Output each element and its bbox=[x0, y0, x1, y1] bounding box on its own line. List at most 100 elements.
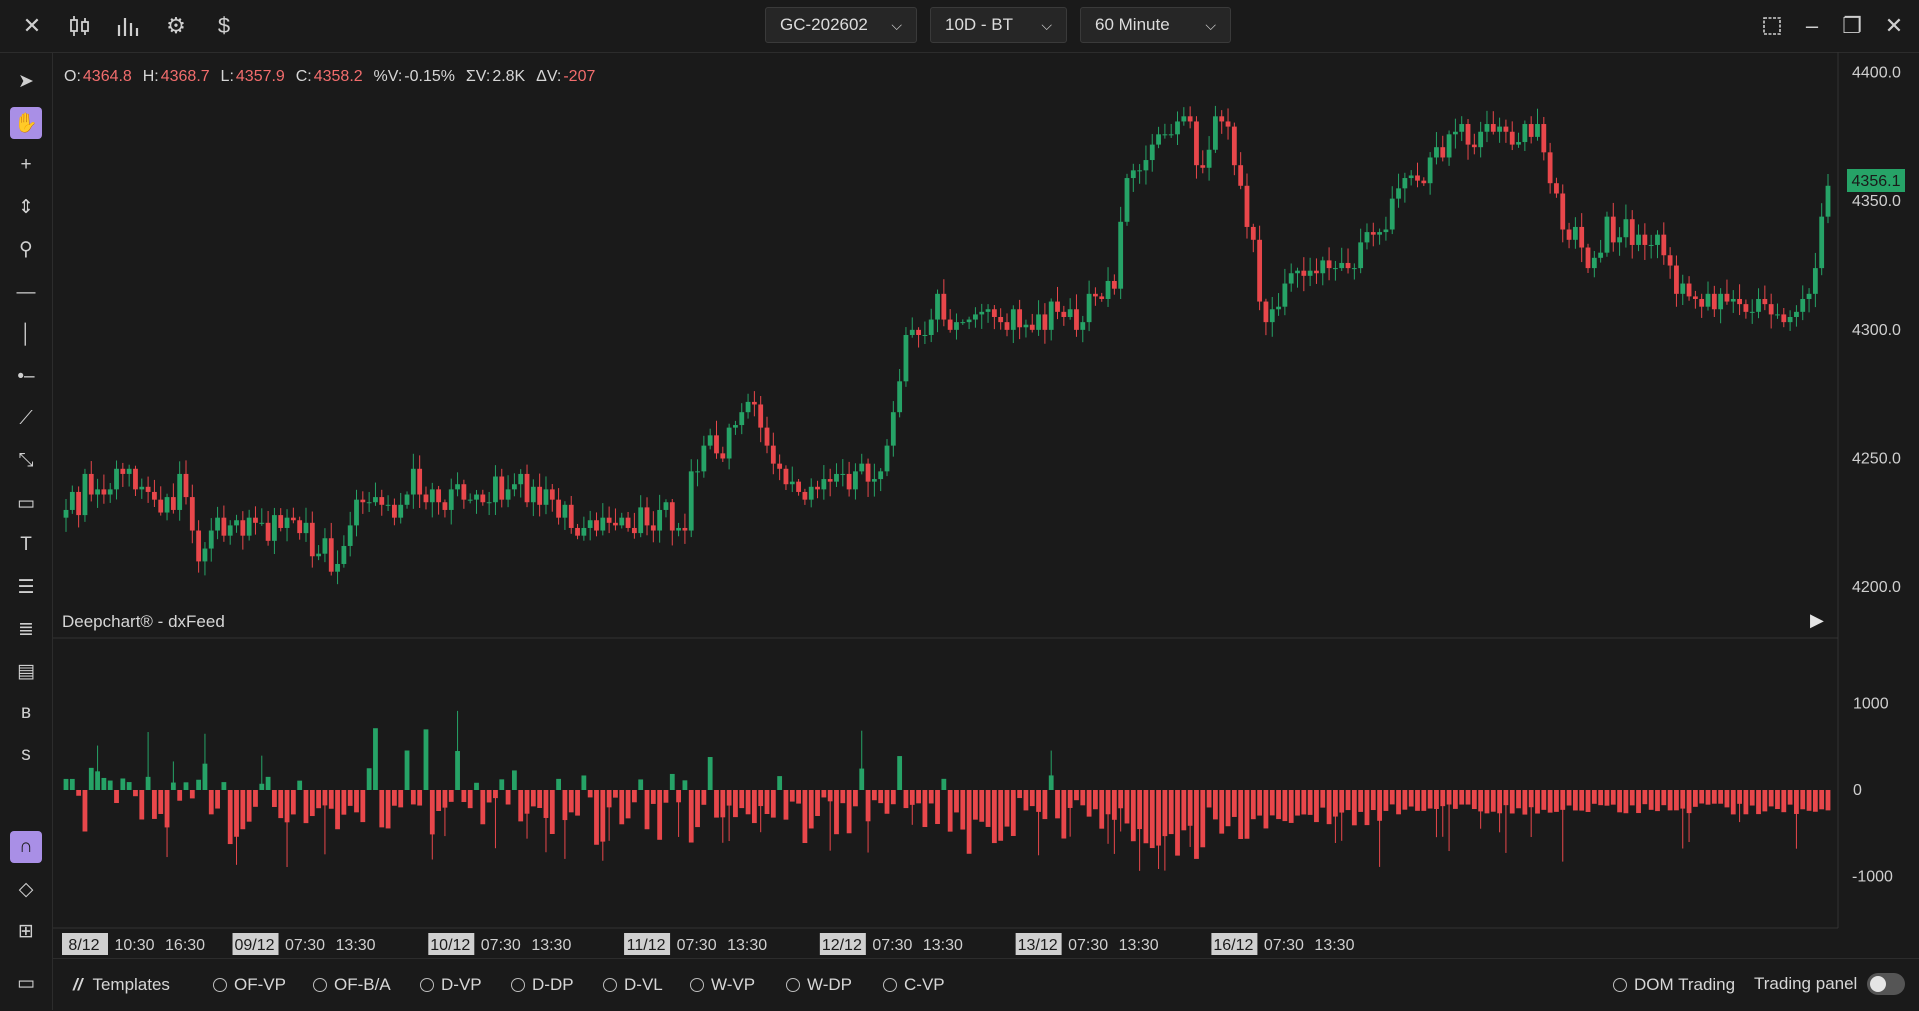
candle-body bbox=[1686, 283, 1692, 297]
candle-body bbox=[581, 527, 587, 536]
vertical-line-icon[interactable]: │ bbox=[20, 324, 32, 345]
candle-body bbox=[1724, 293, 1730, 302]
candle-body bbox=[600, 517, 606, 531]
delta-bar bbox=[1509, 790, 1515, 814]
study-d-vp[interactable]: D-VP bbox=[420, 975, 482, 995]
delta-bar bbox=[88, 767, 94, 790]
candle-body bbox=[511, 484, 517, 490]
candle-body bbox=[1787, 316, 1793, 323]
text-icon[interactable]: T bbox=[20, 534, 32, 555]
gear-icon[interactable]: ⚙ bbox=[166, 13, 186, 38]
delta-bar bbox=[770, 790, 776, 818]
delta-bar bbox=[1585, 790, 1591, 812]
candle-body bbox=[1029, 324, 1035, 330]
dom-trading-option[interactable]: DOM Trading bbox=[1613, 975, 1735, 995]
delta-bar bbox=[208, 790, 214, 815]
delta-bar bbox=[1206, 790, 1212, 808]
time-tick-label: 13:30 bbox=[336, 937, 376, 954]
study-c-vp[interactable]: C-VP bbox=[883, 975, 945, 995]
candle-body bbox=[196, 530, 202, 562]
window-close-icon[interactable]: ✕ bbox=[1884, 13, 1904, 38]
cursor-icon[interactable]: ➤ bbox=[18, 70, 34, 92]
play-icon[interactable]: ▶ bbox=[1810, 610, 1824, 630]
candle-body bbox=[770, 445, 776, 464]
toggle-switch[interactable] bbox=[1867, 973, 1906, 995]
delta-bar bbox=[903, 790, 909, 809]
delta-bar bbox=[215, 790, 220, 809]
levels-icon[interactable]: ≣ bbox=[18, 618, 34, 640]
candle-body bbox=[1307, 270, 1313, 276]
trading-panel-toggle[interactable]: Trading panel bbox=[1754, 973, 1906, 995]
zoom-icon[interactable]: ⚲ bbox=[19, 238, 33, 260]
candle-body bbox=[644, 507, 650, 526]
candle-body bbox=[76, 491, 82, 516]
volume-profile-icon[interactable]: ▤ bbox=[17, 660, 35, 682]
candle-body bbox=[1415, 175, 1420, 181]
study-w-dp[interactable]: W-DP bbox=[786, 975, 852, 995]
add-layer-icon[interactable]: ⊞ bbox=[18, 920, 34, 942]
hand-tool-icon[interactable]: ✋ bbox=[10, 107, 42, 139]
symbol-dropdown[interactable]: GC-202602 ⌵ bbox=[765, 7, 917, 43]
candlestick-icon[interactable] bbox=[64, 10, 96, 42]
price-chart[interactable]: 4400.0 4350.0 4300.0 4250.0 4200.0 1000 0 -100… bbox=[0, 52, 1919, 958]
candle-body bbox=[1301, 270, 1307, 276]
candle-body bbox=[1794, 311, 1799, 317]
layout-icon[interactable] bbox=[1756, 10, 1788, 42]
candle-body bbox=[1680, 283, 1686, 294]
delta-bar bbox=[1781, 790, 1787, 813]
delta-bar bbox=[1636, 790, 1641, 814]
range-dropdown[interactable]: 10D - BT ⌵ bbox=[930, 7, 1067, 43]
candle-body bbox=[152, 491, 157, 500]
candle-body bbox=[789, 481, 795, 485]
dollar-icon[interactable]: $ bbox=[217, 13, 231, 38]
candle-body bbox=[1718, 293, 1724, 310]
delta-bar bbox=[1149, 790, 1155, 849]
delta-bar bbox=[568, 790, 574, 813]
panel-icon[interactable]: ▭ bbox=[17, 972, 35, 994]
study-d-vl[interactable]: D-VL bbox=[603, 975, 663, 995]
rectangle-icon[interactable]: ▭ bbox=[17, 492, 35, 514]
candle-body bbox=[1074, 309, 1079, 330]
candle-body bbox=[575, 527, 580, 536]
study-of-ba[interactable]: OF-B/A bbox=[313, 975, 391, 995]
pan-icon[interactable]: ⇕ bbox=[18, 196, 34, 218]
study-d-dp[interactable]: D-DP bbox=[511, 975, 574, 995]
candle-body bbox=[341, 545, 347, 564]
candle-body bbox=[259, 522, 265, 524]
candle-body bbox=[360, 499, 366, 503]
delta-bar bbox=[871, 790, 877, 801]
close-icon[interactable]: ✕ bbox=[22, 13, 42, 38]
magnet-icon[interactable]: ∩ bbox=[10, 831, 42, 863]
study-of-vp[interactable]: OF-VP bbox=[213, 975, 286, 995]
study-w-vp[interactable]: W-VP bbox=[690, 975, 755, 995]
interval-dropdown[interactable]: 60 Minute ⌵ bbox=[1080, 7, 1231, 43]
delta-bar bbox=[82, 790, 88, 832]
delta-bar bbox=[480, 790, 486, 825]
candle-body bbox=[1535, 124, 1540, 137]
delta-bar bbox=[840, 790, 846, 804]
fibonacci-icon[interactable]: ☰ bbox=[17, 576, 35, 598]
delta-bar bbox=[1143, 790, 1149, 844]
time-tick-label: 10/12 bbox=[430, 937, 470, 954]
indicators-icon[interactable] bbox=[112, 10, 144, 42]
delta-bar bbox=[1421, 790, 1427, 811]
delta-bar bbox=[1181, 790, 1187, 831]
restore-icon[interactable]: ❐ bbox=[1842, 13, 1862, 38]
crosshair-icon[interactable]: + bbox=[20, 154, 32, 175]
ray-icon[interactable]: •– bbox=[17, 366, 35, 387]
delta-bar bbox=[379, 790, 385, 828]
delta-bar bbox=[392, 790, 397, 806]
candle-body bbox=[903, 335, 909, 382]
delta-bar bbox=[1711, 790, 1717, 804]
templates-button[interactable]: // Templates bbox=[73, 975, 170, 995]
candle-body bbox=[63, 509, 69, 518]
horizontal-line-icon[interactable]: — bbox=[16, 282, 36, 303]
trend-line-icon[interactable]: ⟋ bbox=[19, 408, 33, 429]
path-icon[interactable]: ⤡ bbox=[18, 450, 34, 471]
sum-volume-label: ΣV: bbox=[465, 68, 491, 85]
minimize-icon[interactable]: – bbox=[1805, 13, 1819, 38]
eraser-icon[interactable]: ◇ bbox=[18, 878, 34, 900]
candle-body bbox=[884, 445, 890, 472]
bracket-icon[interactable]: ʙ bbox=[20, 702, 32, 723]
signal-icon[interactable]: s bbox=[21, 744, 31, 765]
